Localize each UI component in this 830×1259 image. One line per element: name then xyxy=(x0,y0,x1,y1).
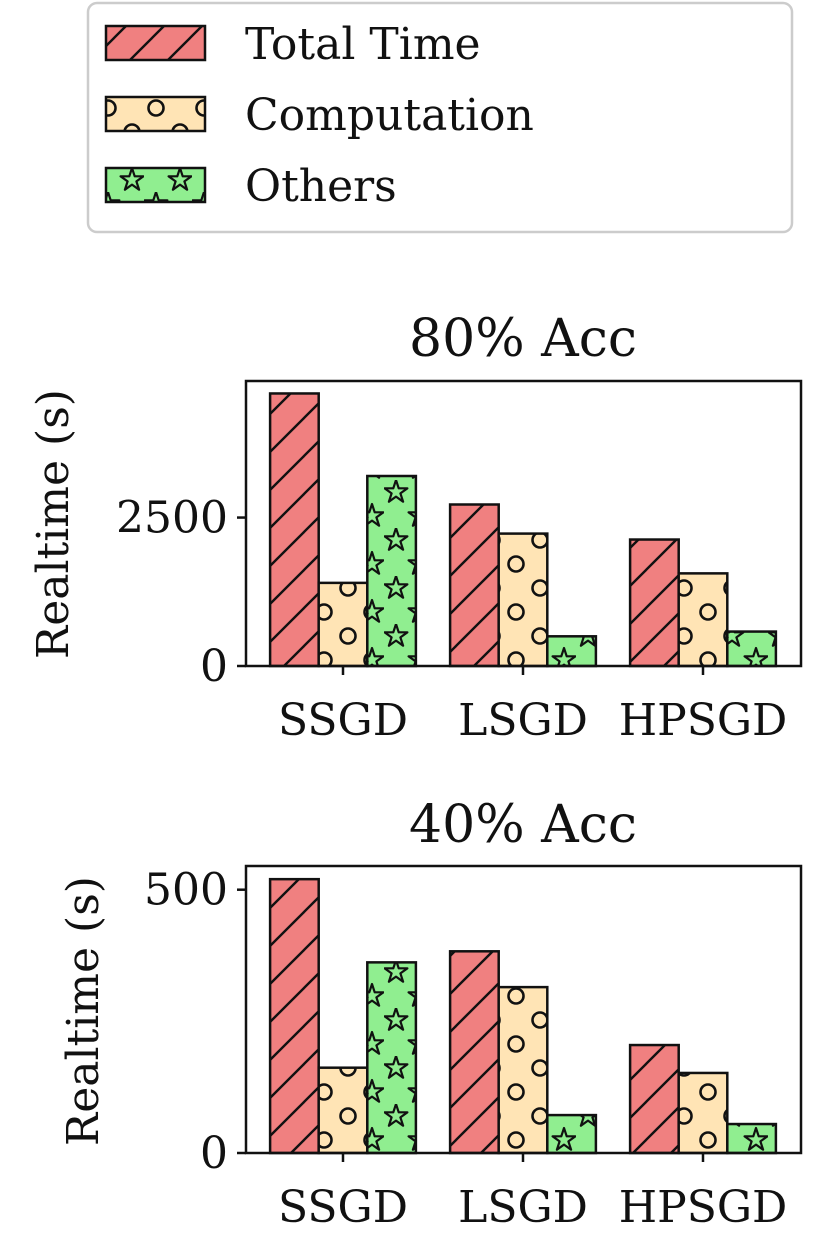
chart-title: 80% Acc xyxy=(409,309,637,369)
x-tick-label-lsgd: LSGD xyxy=(458,1182,588,1233)
x-tick-label-lsgd: LSGD xyxy=(458,695,588,746)
chart-80-acc: 80% Acc Realtime (s) SSGD LSGD HPSGD 0 2500 xyxy=(28,309,803,746)
legend-swatch-computation xyxy=(104,95,207,133)
legend-label-others: Others xyxy=(245,161,397,212)
bar-hpsgd-computation xyxy=(677,572,729,668)
legend-swatch-others xyxy=(104,166,207,204)
y-axis-label: Realtime (s) xyxy=(28,389,79,659)
legend-frame xyxy=(86,1,794,234)
bar-ssgd-others xyxy=(366,961,418,1155)
bar-ssgd-total-time xyxy=(268,877,320,1155)
x-tick-label-ssgd: SSGD xyxy=(278,1182,408,1233)
y-tick-label-500: 500 xyxy=(144,865,228,916)
bar-ssgd-others xyxy=(366,474,418,668)
ticks: SSGD LSGD HPSGD 0 2500 xyxy=(116,493,787,746)
legend-swatch-total-time xyxy=(104,24,207,62)
bar-lsgd-total-time xyxy=(448,503,500,668)
bar-ssgd-computation xyxy=(317,581,369,668)
chart-title: 40% Acc xyxy=(409,795,637,855)
y-tick-label-2500: 2500 xyxy=(116,493,228,544)
bars xyxy=(268,392,778,668)
bar-hpsgd-others xyxy=(726,1122,778,1155)
bar-hpsgd-total-time xyxy=(628,538,680,668)
x-tick-label-ssgd: SSGD xyxy=(278,695,408,746)
plot-frame xyxy=(244,379,803,668)
bar-hpsgd-others xyxy=(726,630,778,668)
y-tick-label-0: 0 xyxy=(200,641,228,692)
x-tick-label-hpsgd: HPSGD xyxy=(619,1182,788,1233)
bar-hpsgd-total-time xyxy=(628,1043,680,1155)
bar-lsgd-others xyxy=(546,635,598,668)
legend: Total Time Computation Others xyxy=(86,1,794,234)
legend-label-computation: Computation xyxy=(245,90,534,141)
bar-ssgd-computation xyxy=(317,1066,369,1155)
bar-lsgd-total-time xyxy=(448,950,500,1155)
y-axis-label: Realtime (s) xyxy=(58,876,109,1146)
ticks: SSGD LSGD HPSGD 0 500 xyxy=(144,865,787,1233)
bar-lsgd-computation xyxy=(497,532,549,668)
bar-lsgd-others xyxy=(546,1113,598,1155)
bar-lsgd-computation xyxy=(497,985,549,1155)
y-tick-label-0: 0 xyxy=(200,1128,228,1179)
bar-hpsgd-computation xyxy=(677,1071,729,1155)
legend-label-total-time: Total Time xyxy=(245,19,481,70)
plot-frame xyxy=(244,864,803,1155)
chart-40-acc: 40% Acc Realtime (s) SSGD LSGD HPSGD 0 500 xyxy=(58,795,803,1233)
bars xyxy=(268,877,778,1155)
bar-ssgd-total-time xyxy=(268,392,320,668)
x-tick-label-hpsgd: HPSGD xyxy=(619,695,788,746)
